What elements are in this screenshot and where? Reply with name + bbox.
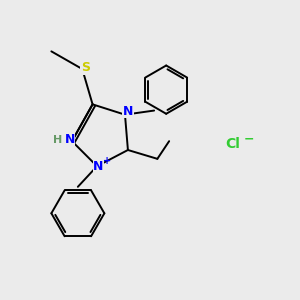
Text: H: H (53, 135, 62, 145)
Text: N: N (123, 105, 133, 118)
Text: −: − (243, 132, 254, 145)
Text: S: S (81, 61, 90, 74)
Text: +: + (103, 156, 111, 166)
Text: N: N (64, 133, 75, 146)
Text: N: N (93, 160, 104, 173)
Text: Cl: Cl (225, 137, 240, 151)
